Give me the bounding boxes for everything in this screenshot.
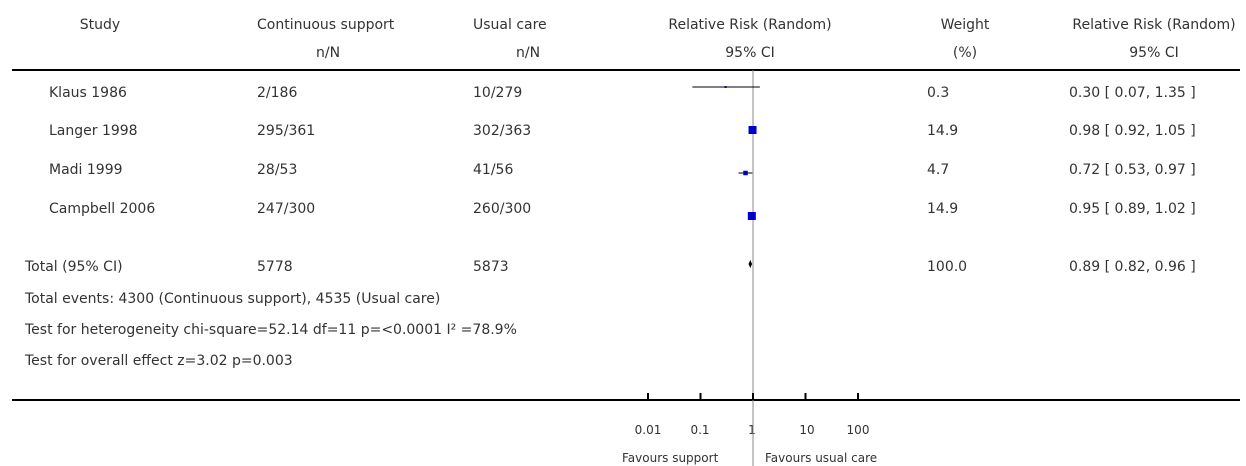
header-ci-label: 95% CI: [725, 45, 775, 61]
header-weight-unit: (%): [952, 45, 978, 61]
study-ci-text: 0.72 [ 0.53, 0.97 ]: [1069, 162, 1196, 178]
total-events-note: Total events: 4300 (Continuous support),…: [25, 291, 441, 307]
axis-tick-label: 10: [799, 423, 815, 437]
study-treatment-events: 247/300: [257, 201, 316, 217]
study-control-events: 302/363: [473, 123, 532, 139]
study-ci-text: 0.95 [ 0.89, 1.02 ]: [1069, 201, 1196, 217]
pooled-diamond: [748, 260, 753, 268]
study-weight: 0.3: [927, 85, 950, 101]
header-study: Study: [79, 17, 121, 33]
study-name: Langer 1998: [49, 123, 138, 139]
header-effect-measure: Relative Risk (Random): [668, 17, 832, 33]
header-treatment-unit: n/N: [316, 45, 341, 61]
study-weight: 14.9: [927, 201, 959, 217]
study-marks: [692, 86, 760, 268]
study-control-events: 41/56: [473, 162, 514, 178]
axis-tick-label: 1: [748, 423, 756, 437]
total-weight: 100.0: [927, 259, 968, 275]
header-control-unit: n/N: [516, 45, 541, 61]
header-effect-measure-right: Relative Risk (Random): [1072, 17, 1236, 33]
study-weight: 4.7: [927, 162, 950, 178]
total-control: 5873: [473, 259, 509, 275]
header-ci-label-right: 95% CI: [1129, 45, 1179, 61]
study-treatment-events: 295/361: [257, 123, 316, 139]
study-name: Madi 1999: [49, 162, 123, 178]
axis-tick-label: 0.1: [690, 423, 710, 437]
axis-tick-label: 0.01: [634, 423, 662, 437]
study-control-events: 10/279: [473, 85, 523, 101]
axis-tick-label: 100: [846, 423, 870, 437]
effect-square: [748, 126, 757, 134]
effect-square: [747, 212, 756, 220]
study-name: Campbell 2006: [49, 201, 156, 217]
study-treatment-events: 28/53: [257, 162, 298, 178]
total-ci-text: 0.89 [ 0.82, 0.96 ]: [1069, 259, 1196, 275]
study-ci-text: 0.98 [ 0.92, 1.05 ]: [1069, 123, 1196, 139]
favours-right-label: Favours usual care: [765, 451, 878, 465]
total-treatment: 5778: [257, 259, 293, 275]
heterogeneity-note: Test for heterogeneity chi-square=52.14 …: [25, 322, 517, 338]
header-treatment-group: Continuous support: [257, 17, 395, 33]
study-weight: 14.9: [927, 123, 959, 139]
favours-left-label: Favours support: [622, 451, 719, 465]
header-weight: Weight: [940, 17, 990, 33]
study-ci-text: 0.30 [ 0.07, 1.35 ]: [1069, 85, 1196, 101]
axis-ticks: [647, 393, 859, 400]
study-treatment-events: 2/186: [257, 85, 298, 101]
study-control-events: 260/300: [473, 201, 532, 217]
study-name: Klaus 1986: [49, 85, 127, 101]
effect-square: [724, 86, 727, 88]
effect-square: [743, 170, 748, 176]
overall-effect-note: Test for overall effect z=3.02 p=0.003: [25, 353, 293, 369]
header-control-group: Usual care: [473, 17, 547, 33]
total-label: Total (95% CI): [25, 259, 123, 275]
